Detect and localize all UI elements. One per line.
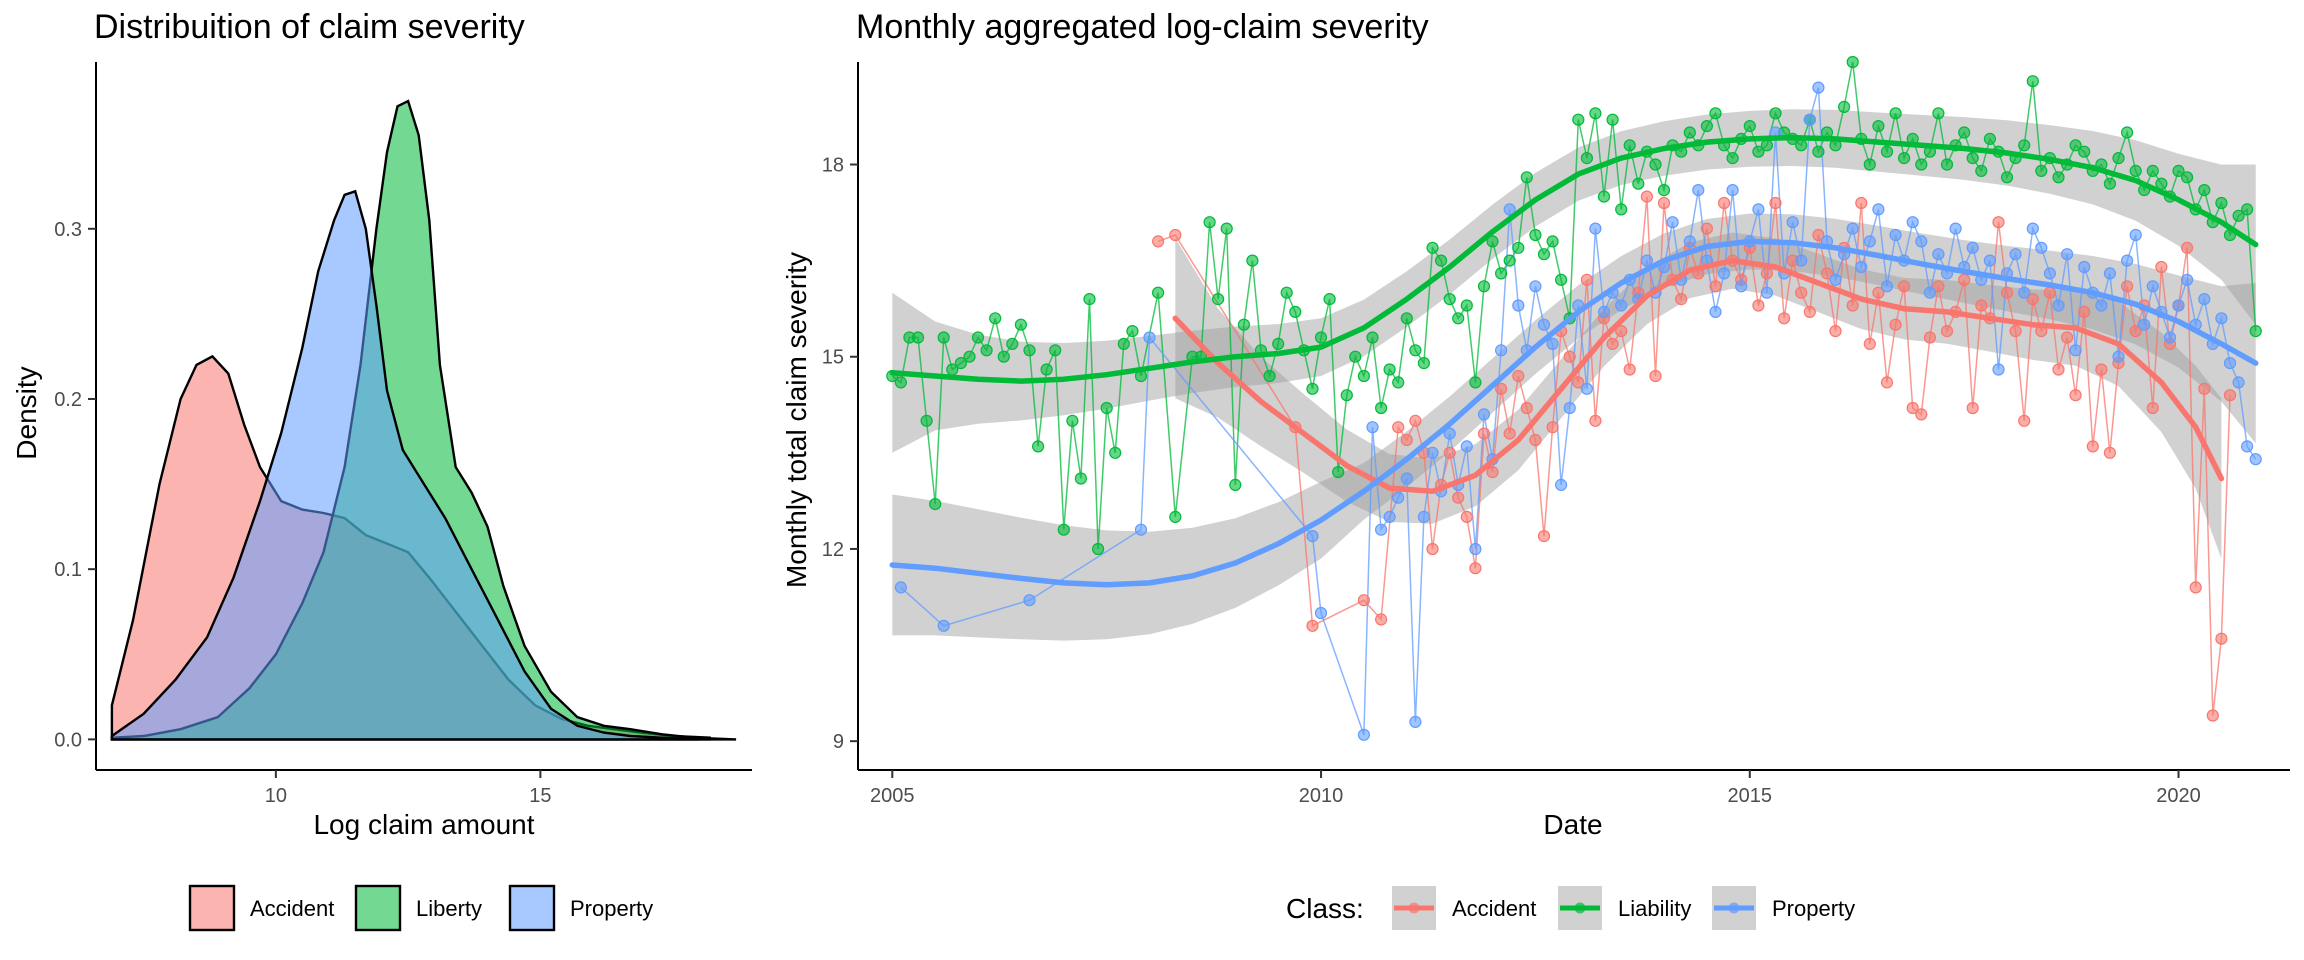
density-x-tick-label: 15	[529, 785, 551, 807]
density-area-property	[110, 189, 700, 741]
right-chart-title: Monthly aggregated log-claim severity	[856, 8, 1429, 46]
density-legend-label: Liberty	[416, 896, 482, 921]
density-x-axis-title: Log claim amount	[313, 809, 534, 840]
density-legend-swatch	[354, 884, 402, 932]
density-y-tick-label: 0.0	[54, 729, 82, 751]
density-axes: 10 15 0.0 0.1 0.2 0.3	[54, 62, 752, 807]
density-legend-swatch	[188, 884, 236, 932]
density-legend: Accident Liberty Property	[188, 884, 653, 932]
density-y-tick-label: 0.2	[54, 389, 82, 411]
left-chart-title: Distribuition of claim severity	[94, 8, 525, 46]
density-legend-swatch	[508, 884, 556, 932]
density-legend-label: Accident	[250, 896, 334, 921]
density-x-tick-label: 10	[265, 785, 287, 807]
density-legend-item-property: Property	[508, 884, 653, 932]
density-legend-item-liberty: Liberty	[354, 884, 482, 932]
density-y-axis-title: Density	[11, 366, 42, 459]
density-legend-item-accident: Accident	[188, 884, 334, 932]
density-y-tick-label: 0.3	[54, 219, 82, 241]
density-y-tick-label: 0.1	[54, 559, 82, 581]
density-legend-label: Property	[570, 896, 653, 921]
density-areas	[110, 99, 737, 741]
